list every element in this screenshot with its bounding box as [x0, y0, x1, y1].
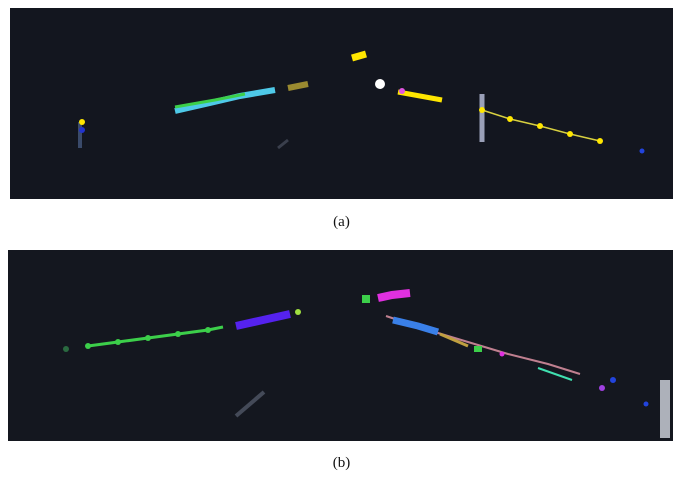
point — [537, 123, 543, 129]
point — [362, 295, 370, 303]
streak — [660, 380, 670, 438]
point — [295, 309, 301, 315]
point — [115, 339, 121, 345]
point — [640, 149, 645, 154]
track — [288, 84, 308, 88]
point — [610, 377, 616, 383]
point — [474, 346, 482, 352]
point — [79, 127, 85, 133]
track — [352, 54, 366, 58]
point — [79, 119, 85, 125]
page: (a) (b) (() => { const data = JSON.parse… — [0, 0, 683, 479]
caption: (a) — [0, 214, 683, 231]
point — [375, 79, 385, 89]
point — [63, 346, 69, 352]
image-b — [8, 250, 673, 441]
point — [500, 352, 505, 357]
point — [399, 88, 405, 94]
background — [8, 250, 673, 441]
track — [378, 293, 410, 298]
point — [145, 335, 151, 341]
image-a — [10, 8, 673, 199]
point — [644, 402, 649, 407]
point — [567, 131, 573, 137]
point — [599, 385, 605, 391]
background — [10, 8, 673, 199]
point — [205, 327, 211, 333]
point — [85, 343, 91, 349]
point — [479, 107, 485, 113]
caption: (b) — [0, 455, 683, 472]
point — [507, 116, 513, 122]
point — [175, 331, 181, 337]
point — [597, 138, 603, 144]
